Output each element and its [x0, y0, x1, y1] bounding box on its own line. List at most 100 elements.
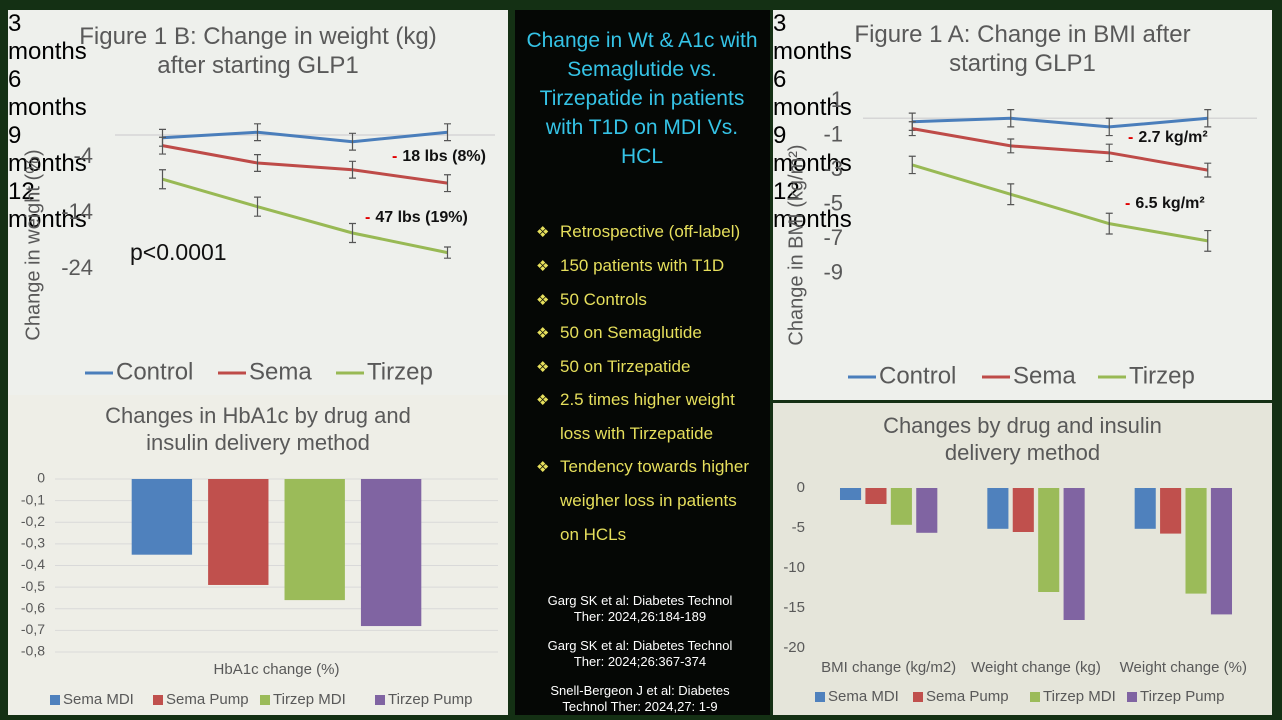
error-bar — [159, 169, 166, 190]
y-tick-label: -20 — [783, 639, 805, 656]
bullet-item: 2.5 times higher weight loss with Tirzep… — [536, 383, 756, 451]
legend-label: Tirzep — [1129, 362, 1195, 389]
legend-label: Sema — [1013, 362, 1076, 389]
error-bar — [254, 196, 261, 217]
annotation-text: p<0.0001 — [130, 239, 227, 265]
bar — [360, 479, 422, 627]
error-bar — [159, 136, 166, 155]
x-tick-label: 9 months — [773, 122, 852, 177]
legend-swatch — [50, 695, 60, 705]
x-tick-label: 3 months — [773, 10, 852, 65]
chart-panel: 1 -1 -3 -5 -7 -9 Control Sema Tirzep Change in BM… — [773, 10, 1272, 400]
annotation: -6.5 kg/m² — [1125, 195, 1205, 212]
x-tick-label: 6 months — [8, 66, 87, 121]
reference: Snell-Bergeon J et al: Diabetes Technol … — [550, 683, 730, 714]
legend-label: Tirzep — [367, 358, 433, 385]
chart: 0 -0,1 -0,2 -0,3 -0,4 -0,5 -0,6 -0,7 -0,8 HbA1c c… — [21, 470, 498, 708]
bullet-item: 50 Controls — [536, 283, 756, 317]
x-tick-label: 3 months — [8, 10, 87, 65]
series-line — [162, 144, 448, 185]
y-tick-label: 1 — [831, 87, 843, 112]
x-tick-label: 12 months — [773, 178, 852, 233]
error-bar — [349, 222, 356, 244]
annotation-text: 18 lbs (8%) — [402, 148, 486, 165]
y-tick-label: 0 — [37, 470, 45, 486]
bar — [1012, 488, 1034, 532]
bullet-item: 150 patients with T1D — [536, 249, 756, 283]
x-tick-label: 12 months — [8, 178, 87, 233]
bar — [208, 479, 269, 585]
error-bar — [1204, 162, 1212, 178]
error-bar — [1204, 109, 1212, 128]
reference: Garg SK et al: Diabetes Technol Ther: 20… — [547, 638, 733, 669]
bar — [839, 488, 862, 500]
x-tick-label: 6 months — [773, 66, 852, 121]
bar — [1038, 488, 1060, 592]
bullet-item: 50 on Semaglutide — [536, 316, 756, 350]
annotation-dash: - — [1128, 129, 1133, 146]
error-bar — [1204, 229, 1212, 252]
error-bar — [349, 132, 356, 151]
bar — [1134, 488, 1156, 529]
error-bar — [1105, 117, 1113, 137]
x-tick-label: HbA1c change (%) — [214, 661, 340, 678]
y-tick-label: -0,8 — [21, 643, 45, 659]
legend-swatch — [153, 695, 163, 705]
x-tick-label: 9 months — [8, 122, 87, 177]
bar — [131, 479, 193, 555]
bar — [987, 488, 1009, 529]
annotation: -47 lbs (19%) — [365, 209, 468, 226]
series-line — [162, 177, 448, 255]
bar — [865, 488, 887, 504]
legend-swatch — [375, 695, 385, 705]
legend-label: Sema Pump — [926, 688, 1009, 705]
legend-label: Control — [116, 358, 193, 385]
annotation: -18 lbs (8%) — [392, 148, 486, 165]
error-bar — [1007, 109, 1015, 128]
error-bar — [908, 121, 916, 137]
error-bar — [349, 160, 356, 179]
bullet-item: Retrospective (off-label) — [536, 215, 756, 249]
error-bar — [1105, 212, 1113, 235]
y-tick-label: 0 — [797, 479, 805, 496]
chart-panel: -4 -14 -24 Control Sema Tirzep Change in weigh… — [8, 10, 508, 395]
y-tick-label: -15 — [783, 599, 805, 616]
legend-label: Tirzep Pump — [388, 691, 472, 708]
chart: 1 -1 -3 -5 -7 -9 Control Sema Tirzep Change in BM… — [785, 87, 1257, 389]
x-tick-label: BMI change (kg/m2) — [821, 659, 956, 676]
error-bar — [1105, 143, 1113, 163]
bar — [916, 488, 938, 533]
y-tick-label: -1 — [823, 121, 843, 146]
reference: Garg SK et al: Diabetes Technol Ther: 20… — [547, 593, 733, 624]
chart: -4 -14 -24 Control Sema Tirzep Change in weigh… — [22, 123, 495, 385]
y-tick-label: -0,5 — [21, 578, 45, 594]
y-tick-label: -0,4 — [21, 556, 45, 572]
y-tick-label: -9 — [823, 260, 843, 285]
y-tick-label: -24 — [61, 255, 93, 280]
chart-title: Figure 1 B: Change in weight (kg) after … — [79, 23, 437, 80]
error-bar — [1007, 183, 1015, 206]
y-tick-label: -5 — [823, 190, 843, 215]
legend-swatch — [815, 692, 825, 702]
chart: 0 -5 -10 -15 -20 BMI change (kg/m2) Weight cha… — [783, 479, 1247, 705]
y-tick-label: -0,1 — [21, 491, 45, 507]
legend-label: Sema Pump — [166, 691, 249, 708]
y-tick-label: -0,7 — [21, 621, 45, 637]
chart-panel: 0 -0,1 -0,2 -0,3 -0,4 -0,5 -0,6 -0,7 -0,8 HbA1c c… — [8, 395, 508, 715]
y-tick-label: -14 — [61, 199, 93, 224]
chart-title: Figure 1 A: Change in BMI after starting… — [854, 21, 1191, 78]
error-bar — [444, 123, 451, 142]
y-tick-label: -5 — [792, 519, 805, 536]
series-line — [162, 130, 448, 144]
bar — [1160, 488, 1182, 534]
legend-swatch — [1030, 692, 1040, 702]
legend-label: Control — [879, 362, 956, 389]
y-axis-label: Change in BMI (kg/m²) — [785, 144, 807, 345]
annotation-text: 6.5 kg/m² — [1135, 195, 1204, 212]
legend-swatch — [260, 695, 270, 705]
annotation-dash: - — [365, 209, 370, 226]
annotation-text: 2.7 kg/m² — [1138, 129, 1207, 146]
legend-label: Tirzep Pump — [1140, 688, 1224, 705]
error-bar — [254, 123, 261, 142]
series-line — [911, 163, 1209, 243]
